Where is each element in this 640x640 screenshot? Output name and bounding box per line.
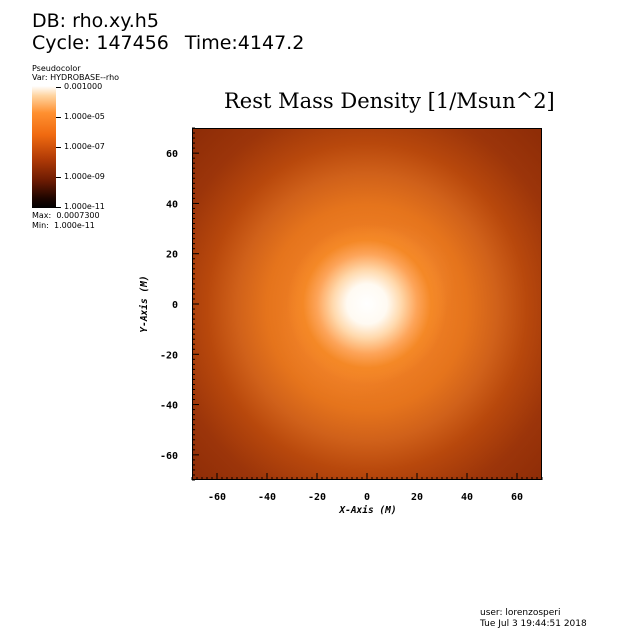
y-tick-label: -60 [160,451,178,462]
footer-user: user: lorenzosperi [480,608,561,618]
database-label: DB: rho.xy.h5 [32,10,159,32]
colorbar-tick [56,207,61,208]
time-label: Time:4147.2 [184,32,305,54]
colorbar-tick-label: 1.000e-09 [64,172,105,181]
footer-date: Tue Jul 3 19:44:51 2018 [480,619,587,629]
x-tick-label: 20 [411,492,423,503]
x-tick-label: -60 [208,492,226,503]
x-tick-label: 40 [461,492,473,503]
cycle-time-label: Cycle: 147456 Time:4147.2 [32,32,304,54]
x-tick-label: 60 [511,492,523,503]
y-tick-label: 60 [166,149,178,160]
legend-variable: Var: HYDROBASE--rho [32,73,120,82]
y-tick-label: 40 [166,199,178,210]
colorbar-tick [56,177,61,178]
colorbar [32,86,56,208]
x-tick-label: -20 [308,492,326,503]
colorbar-tick-label: 0.001000 [64,82,103,91]
legend-max: Max: 0.0007300 [32,211,100,220]
cycle-label: Cycle: 147456 [32,32,169,54]
y-tick-label: -20 [160,350,178,361]
y-tick-label: 20 [166,250,178,261]
x-axis-title: X-Axis (M) [338,505,396,516]
density-heatmap [192,128,542,480]
colorbar-tick [56,147,61,148]
legend-min: Min: 1.000e-11 [32,221,95,230]
colorbar-tick [56,117,61,118]
y-tick-label: 0 [172,300,178,311]
x-tick-label: 0 [364,492,370,503]
x-tick-label: -40 [258,492,276,503]
legend-plot-type: Pseudocolor [32,64,81,73]
colorbar-tick-label: 1.000e-07 [64,142,105,151]
colorbar-tick [56,87,61,88]
chart-title: Rest Mass Density [1/Msun^2] [224,89,555,113]
y-axis-title: Y-Axis (M) [139,275,150,332]
y-tick-label: -40 [160,401,178,412]
colorbar-tick-label: 1.000e-11 [64,202,105,211]
colorbar-tick-label: 1.000e-05 [64,112,105,121]
